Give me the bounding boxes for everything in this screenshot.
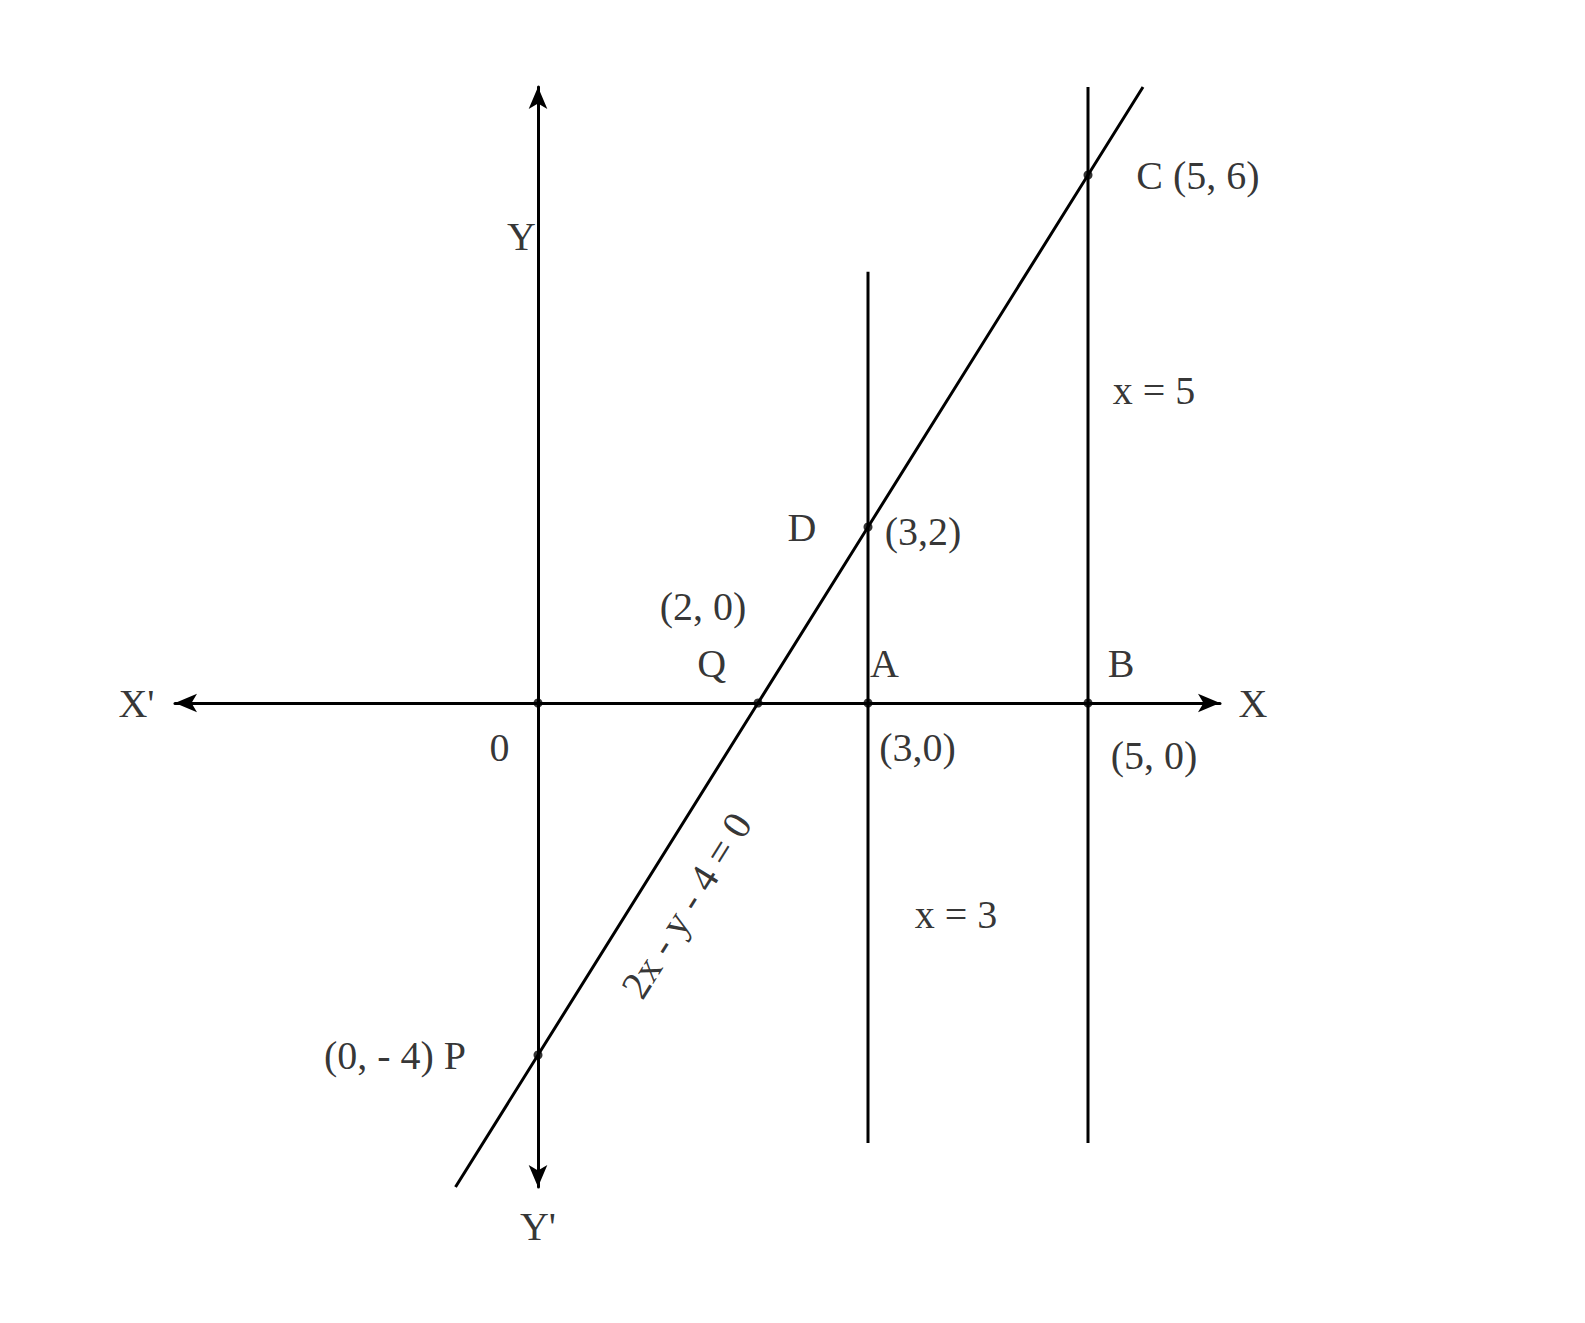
- svg-text:(0, - 4) P: (0, - 4) P: [324, 1033, 466, 1078]
- svg-text:(3,0): (3,0): [879, 725, 956, 770]
- svg-text:Y': Y': [520, 1204, 556, 1249]
- svg-text:(3,2): (3,2): [885, 509, 962, 554]
- svg-text:Y: Y: [507, 214, 536, 259]
- svg-text:C (5, 6): C (5, 6): [1136, 153, 1259, 198]
- svg-text:X': X': [118, 681, 154, 726]
- svg-text:(5, 0): (5, 0): [1111, 733, 1198, 778]
- svg-text:2x - y - 4 = 0: 2x - y - 4 = 0: [612, 805, 761, 1006]
- svg-text:0: 0: [490, 725, 510, 770]
- svg-text:D: D: [788, 505, 817, 550]
- svg-text:x = 5: x = 5: [1113, 368, 1196, 413]
- svg-text:A: A: [870, 641, 899, 686]
- svg-text:x = 3: x = 3: [915, 892, 998, 937]
- svg-text:(2, 0): (2, 0): [660, 584, 747, 629]
- svg-text:X: X: [1239, 681, 1268, 726]
- svg-text:Q: Q: [697, 641, 726, 686]
- svg-text:B: B: [1108, 641, 1135, 686]
